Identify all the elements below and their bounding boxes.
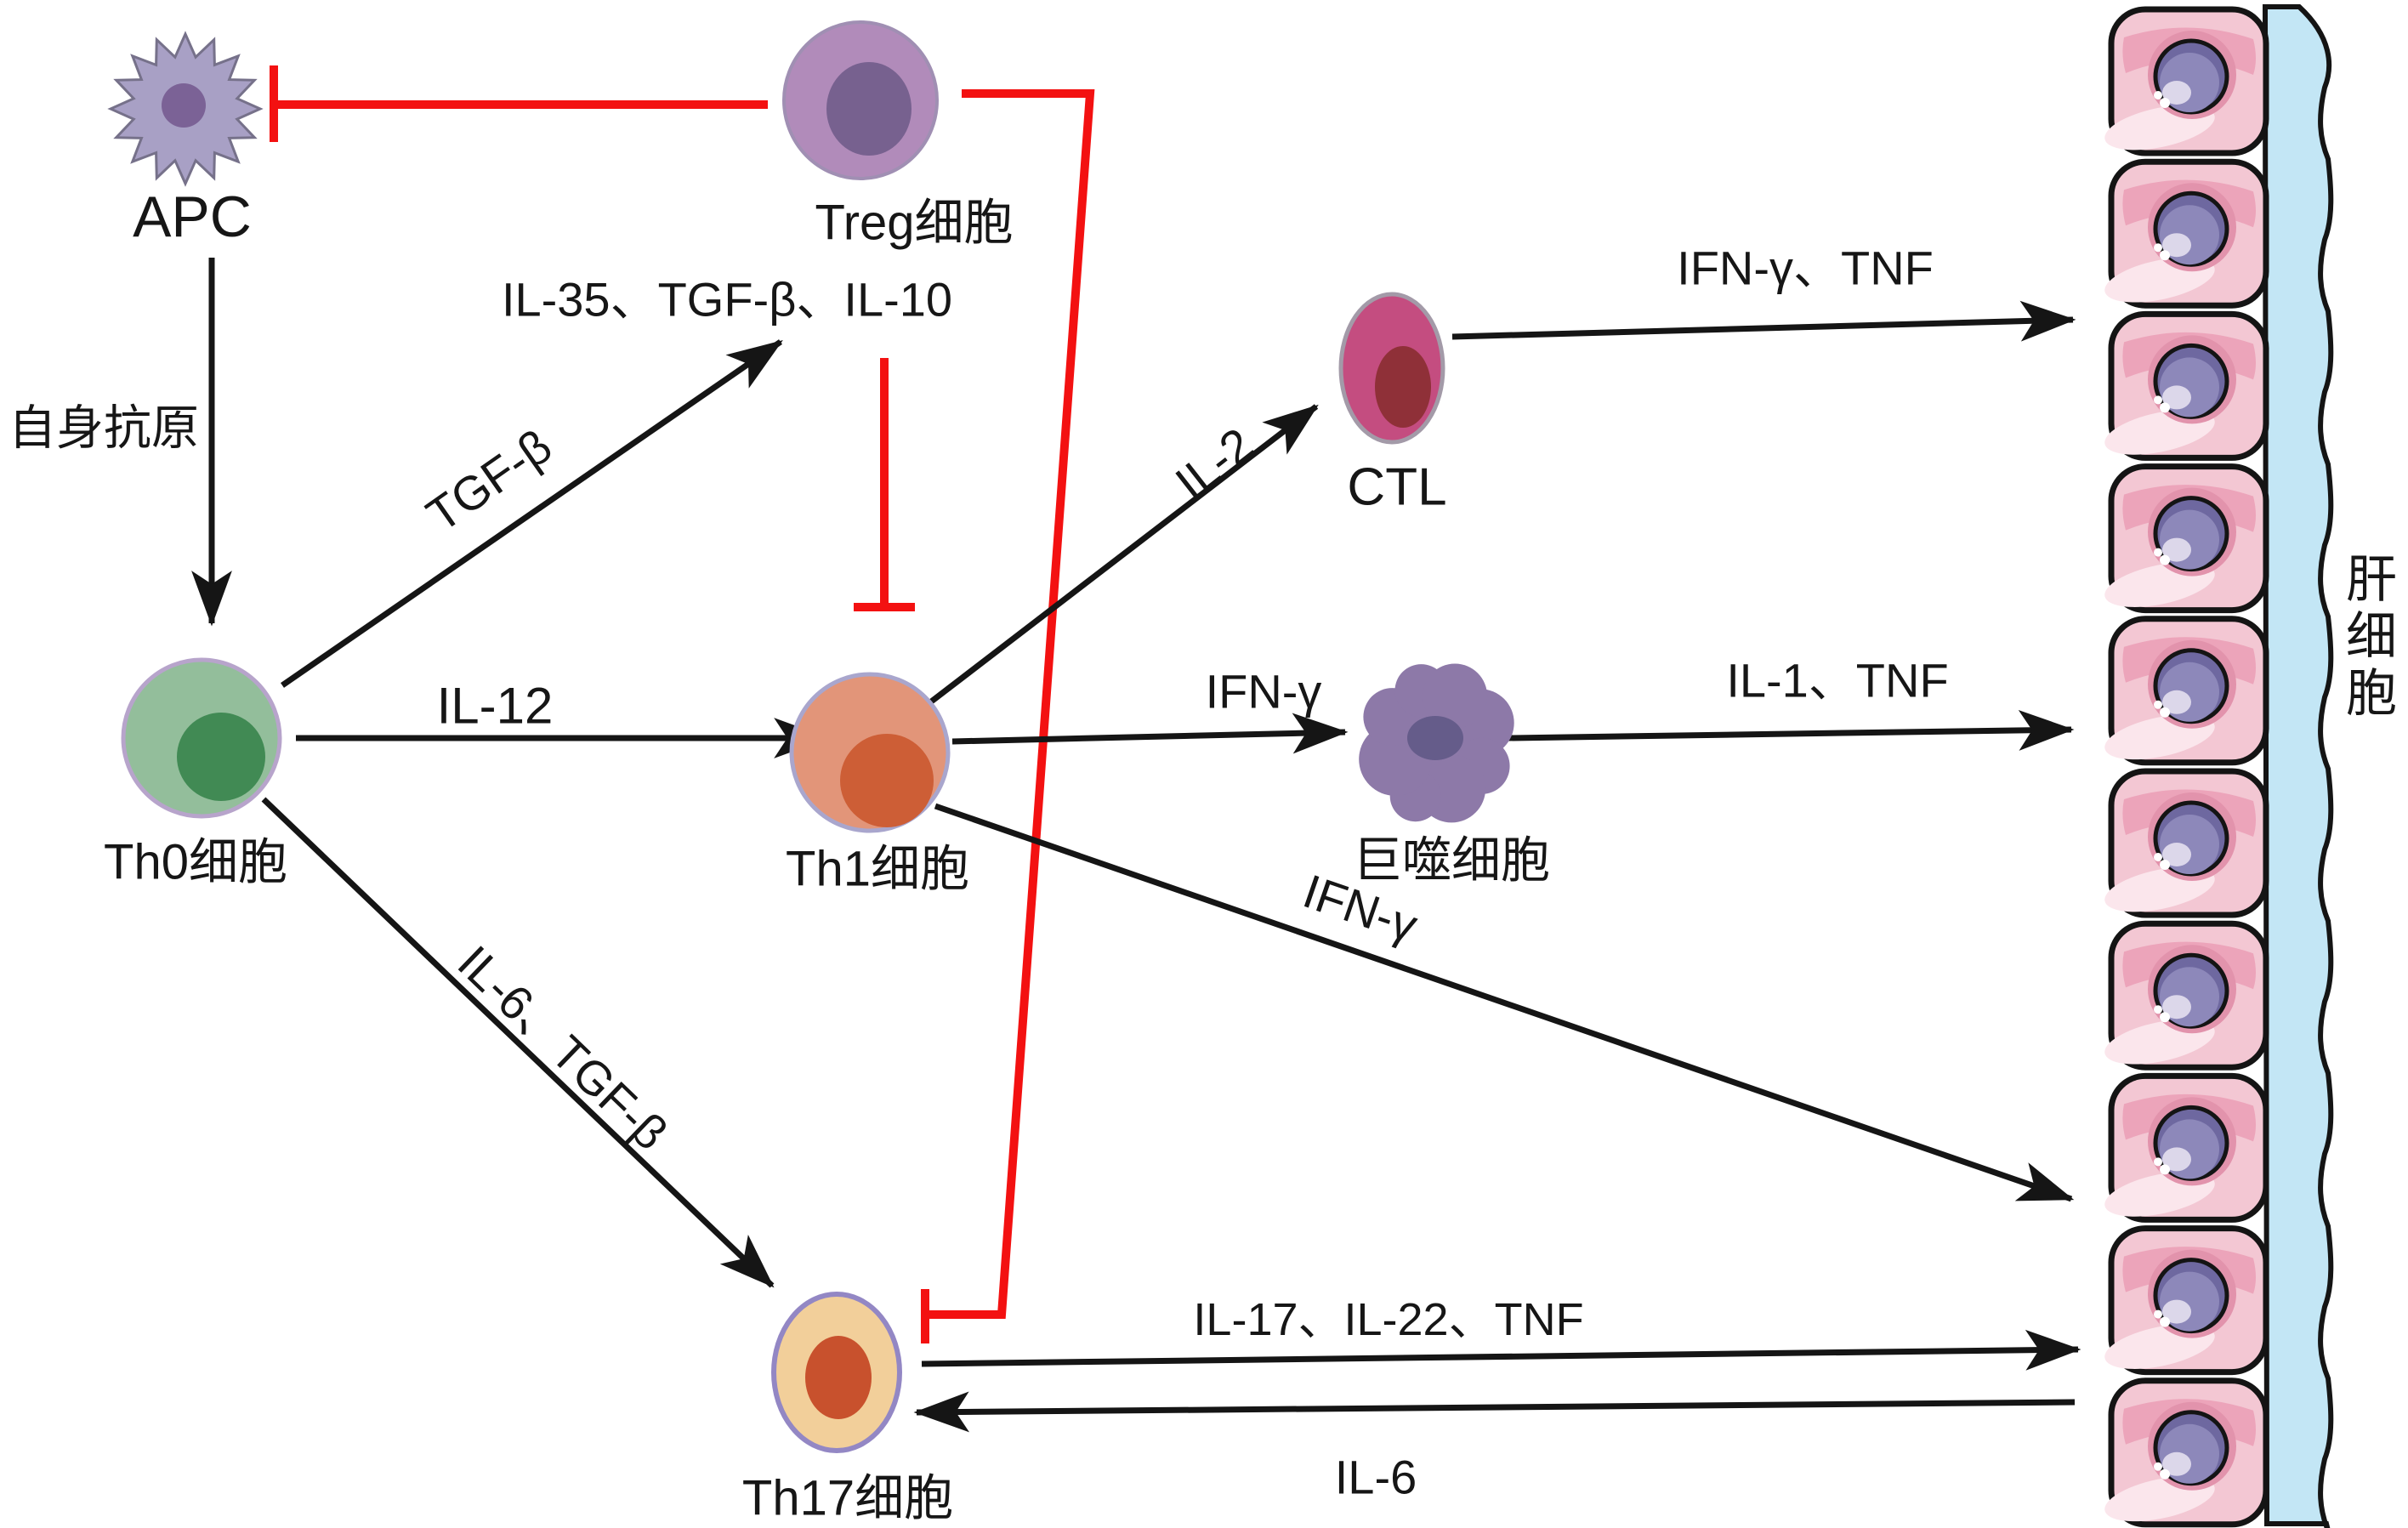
- ifng-tnf-label: IFN-γ、TNF: [1677, 241, 1934, 295]
- hepatocyte-label: 肝细胞: [2346, 551, 2397, 723]
- il6-tgfb-label: IL-6、TGF-β: [448, 935, 679, 1160]
- ctl-label: CTL: [1347, 458, 1446, 517]
- macrophage-label: 巨噬细胞: [1353, 833, 1550, 889]
- ifng-macrophage-label: IFN-γ: [1206, 665, 1322, 719]
- treg-label: Treg细胞: [815, 196, 1013, 251]
- tgf-beta-label: TGF-β: [417, 418, 561, 542]
- th0-cell: [121, 657, 282, 819]
- treg-cell: [782, 20, 939, 180]
- liver-cell: [2101, 771, 2266, 920]
- apc-label: APC: [133, 185, 252, 249]
- il6-label: IL-6: [1335, 1451, 1417, 1504]
- ctl-to-liver-arrow: [1451, 300, 2076, 342]
- tgf-beta-arrow: [281, 339, 783, 688]
- th0-label: Th0细胞: [104, 835, 287, 890]
- il17-il22-tnf-label: IL-17、IL-22、TNF: [1193, 1294, 1583, 1345]
- treg-inhibits-th1-line: [854, 358, 915, 611]
- treg-inhibits-th17-line: [921, 89, 1095, 1343]
- th17-to-liver-arrow: [921, 1329, 2081, 1371]
- th0-to-th17-arrow: [261, 797, 775, 1288]
- liver-cell: [2101, 619, 2266, 768]
- treg-cytokines-label: IL-35、TGF-β、IL-10: [502, 273, 952, 327]
- macrophage-cell: [1359, 663, 1514, 823]
- treg-inhibits-apc-line: [270, 65, 768, 142]
- il2-label: IL-2: [1166, 417, 1264, 509]
- liver-cell: [2101, 162, 2266, 310]
- th1-label: Th1细胞: [786, 842, 969, 897]
- liver-cells: [2101, 9, 2266, 1528]
- il12-label: IL-12: [437, 678, 554, 735]
- macrophage-lobe: [1423, 663, 1488, 729]
- liver-cell: [2101, 9, 2266, 158]
- th17-cell: [771, 1292, 902, 1453]
- apc-cell: [107, 31, 264, 187]
- liver-to-th17-arrow: [913, 1391, 2076, 1433]
- macrophage-to-liver-arrow: [1508, 710, 2075, 751]
- th1-to-macrophage-arrow: [951, 713, 1349, 754]
- liver-cell: [2101, 923, 2266, 1072]
- liver-cell: [2101, 1076, 2266, 1224]
- self-antigen-label: 自身抗原: [9, 401, 199, 455]
- th1-to-liver-arrow: [934, 803, 2075, 1202]
- il2-arrow: [928, 404, 1319, 705]
- sinusoid-band: [2262, 4, 2334, 1528]
- ctl-cell: [1338, 292, 1445, 445]
- liver-cell: [2101, 1381, 2266, 1528]
- liver-cell: [2101, 314, 2266, 463]
- th1-cell: [789, 672, 951, 833]
- liver-cell: [2101, 1229, 2266, 1377]
- il1-tnf-label: IL-1、TNF: [1726, 654, 1948, 707]
- liver-cell: [2101, 467, 2266, 616]
- th17-label: Th17细胞: [742, 1471, 953, 1526]
